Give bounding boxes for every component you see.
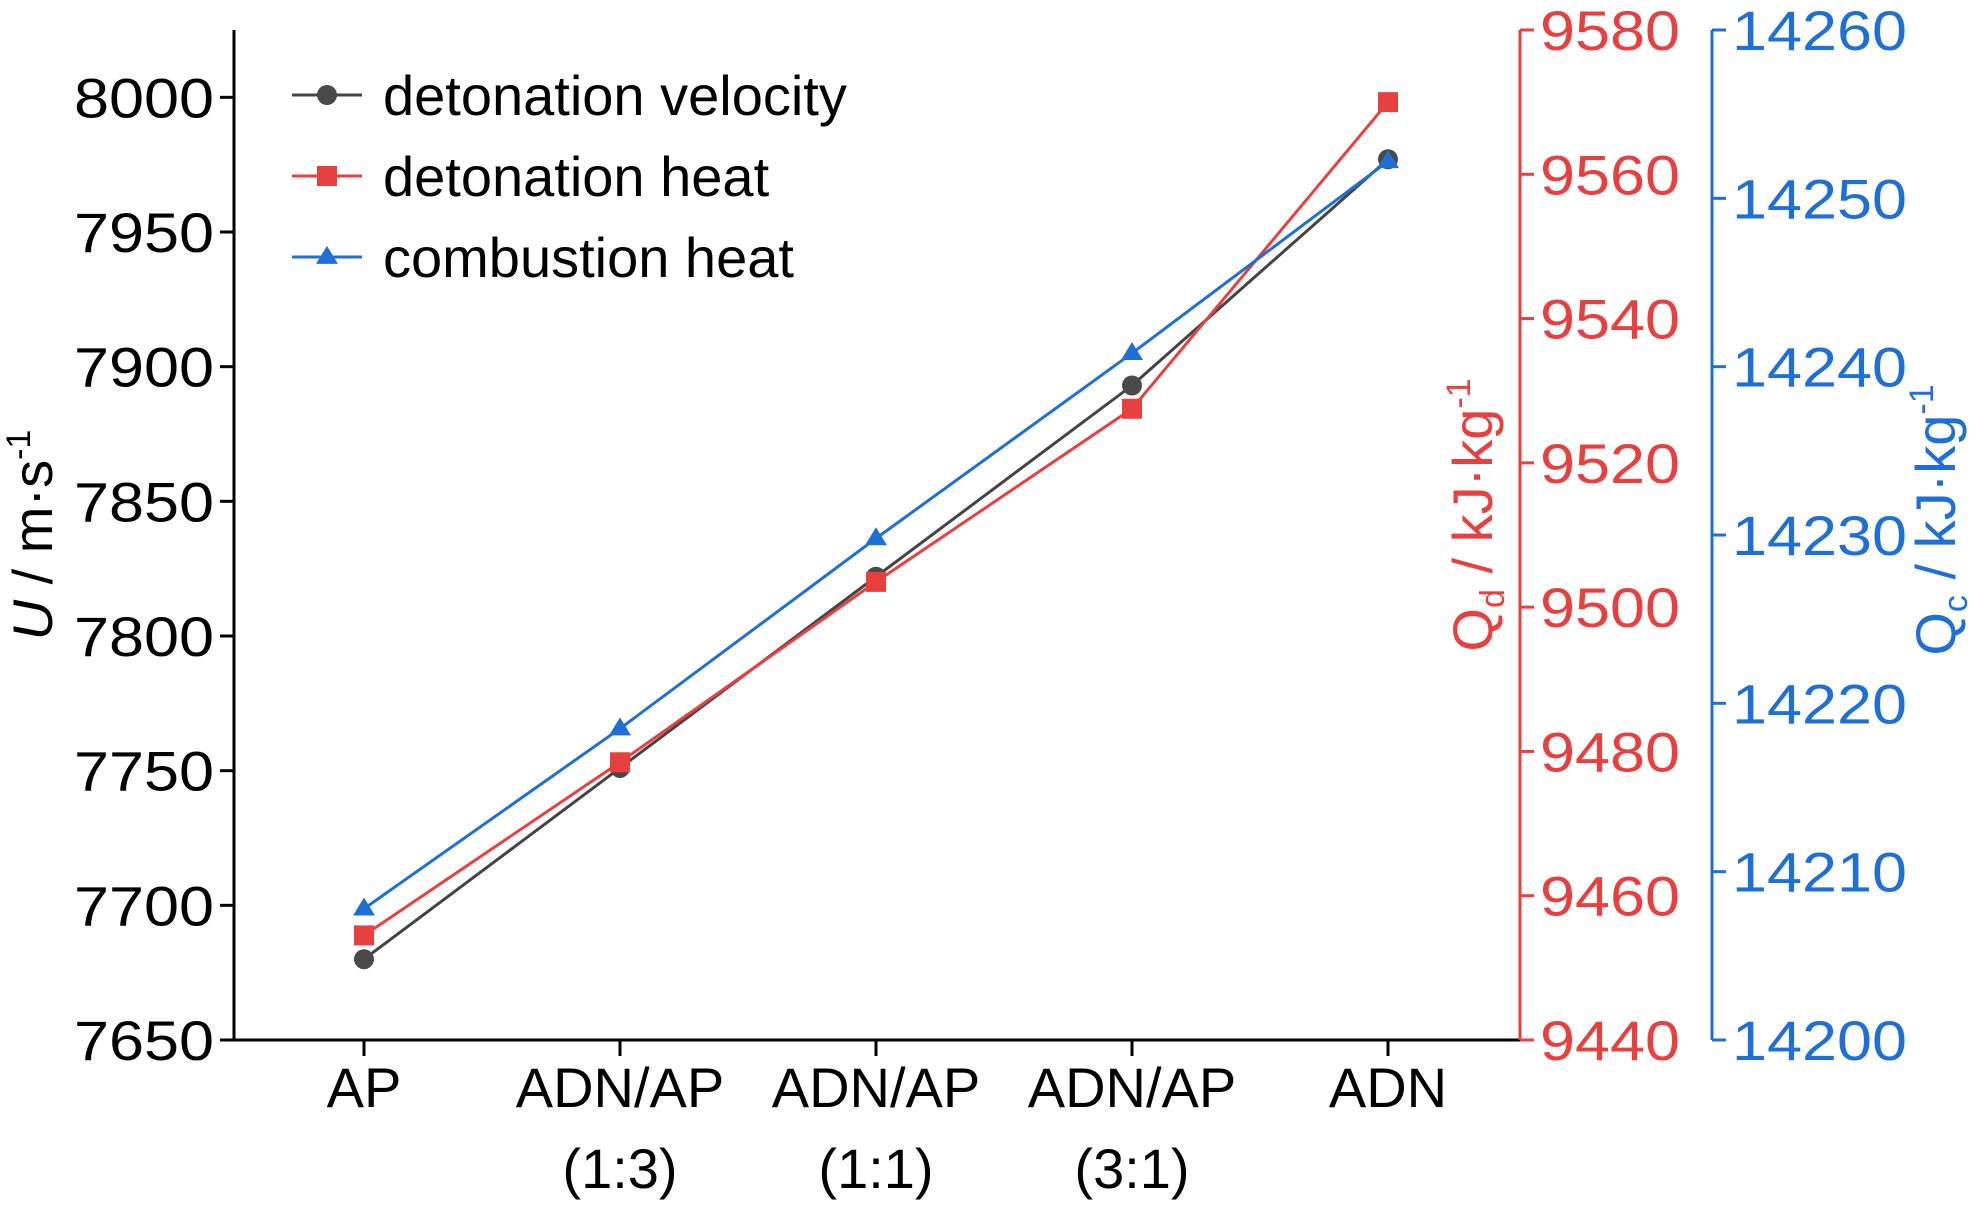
data-point [610,752,630,773]
legend-label: detonation heat [383,145,770,208]
x-tick-label: (1:1) [818,1137,933,1200]
data-point [316,245,338,264]
right-tick-label: 9580 [1540,0,1680,62]
detonation-heat-y-axis: 9440 9460 9480 9500 9520 9540 9560 9580 Qd / kJ·… [1440,0,1680,1072]
data-point [317,166,337,186]
data-point [354,949,374,970]
right-axis-title-exponent: -1 [1440,378,1478,408]
left-tick-label: 7700 [74,874,214,937]
x-tick-label: AP [327,1056,402,1119]
x-tick-label: ADN/AP [772,1056,981,1119]
left-axis-title-symbol: U [1,599,64,640]
right-axis-title-symbol: Q [1441,608,1504,652]
x-tick-label: ADN/AP [1028,1056,1237,1119]
right-axis-title: Qc / kJ·kg-1 [1903,384,1975,655]
left-y-axis: 7650 7700 7750 7800 7850 7900 7950 8000 U / m·s-… [0,66,234,1072]
data-point [609,717,631,736]
data-point [1121,342,1143,361]
legend-item: combustion heat [292,226,794,289]
series-combustion-heat [353,150,1399,916]
series-layer [353,92,1399,970]
right-axis-title-unit: / kJ·kg [1441,409,1504,589]
series-detonation-heat [354,92,1398,946]
right-tick-label: 14210 [1732,841,1907,904]
data-point [354,925,374,946]
left-tick-label: 7750 [74,740,214,803]
right-axis-title-subscript: d [1474,589,1512,608]
data-point [866,571,886,592]
left-tick-label: 7850 [74,470,214,533]
data-point [1122,375,1142,396]
right-tick-label: 9520 [1540,432,1680,495]
right-tick-label: 14200 [1732,1009,1907,1072]
x-tick-label: ADN/AP [516,1056,725,1119]
x-tick-label: ADN [1329,1056,1447,1119]
right-tick-label: 9560 [1540,143,1680,206]
data-point [865,527,887,546]
data-point [317,85,337,105]
left-axis-title-exponent: -1 [0,430,38,460]
right-axis-title-exponent: -1 [1903,384,1941,414]
left-tick-label: 7950 [74,201,214,264]
left-tick-label: 7800 [74,605,214,668]
left-tick-label: 7900 [74,336,214,399]
right-axis-title-symbol: Q [1904,612,1967,656]
right-tick-label: 9480 [1540,720,1680,783]
right-tick-label: 9460 [1540,865,1680,928]
left-tick-label: 8000 [74,66,214,129]
x-axis: AP ADN/AP (1:3) ADN/AP (1:1) ADN/AP (3:1) ADN [327,1040,1447,1200]
legend-label: detonation velocity [383,64,847,127]
data-point [1378,92,1398,113]
right-axis-title-subscript: c [1937,595,1975,612]
right-tick-label: 14250 [1732,167,1907,230]
right-tick-label: 14240 [1732,336,1907,399]
right-axis-title-unit: / kJ·kg [1904,415,1967,595]
data-point [1122,398,1142,419]
legend-label: combustion heat [383,226,794,289]
right-tick-label: 9500 [1540,576,1680,639]
right-tick-label: 14220 [1732,672,1907,735]
right-tick-label: 14230 [1732,504,1907,567]
right-axis-title: Qd / kJ·kg-1 [1440,378,1512,651]
left-axis-title-unit: / m·s [1,460,64,600]
left-tick-label: 7650 [74,1009,214,1072]
data-point [353,897,375,916]
x-tick-label: (3:1) [1074,1137,1189,1200]
legend-item: detonation velocity [292,64,847,127]
data-point [1377,150,1399,169]
combustion-heat-y-axis: 14200 14210 14220 14230 14240 14250 14260 Qc / … [1710,0,1975,1072]
right-tick-label: 14260 [1732,0,1907,62]
legend: detonation velocity detonation heat combus… [292,64,847,289]
left-axis-title: U / m·s-1 [0,430,64,641]
x-tick-label: (1:3) [562,1137,677,1200]
right-tick-label: 9440 [1540,1009,1680,1072]
right-tick-label: 9540 [1540,288,1680,351]
legend-item: detonation heat [292,145,770,208]
